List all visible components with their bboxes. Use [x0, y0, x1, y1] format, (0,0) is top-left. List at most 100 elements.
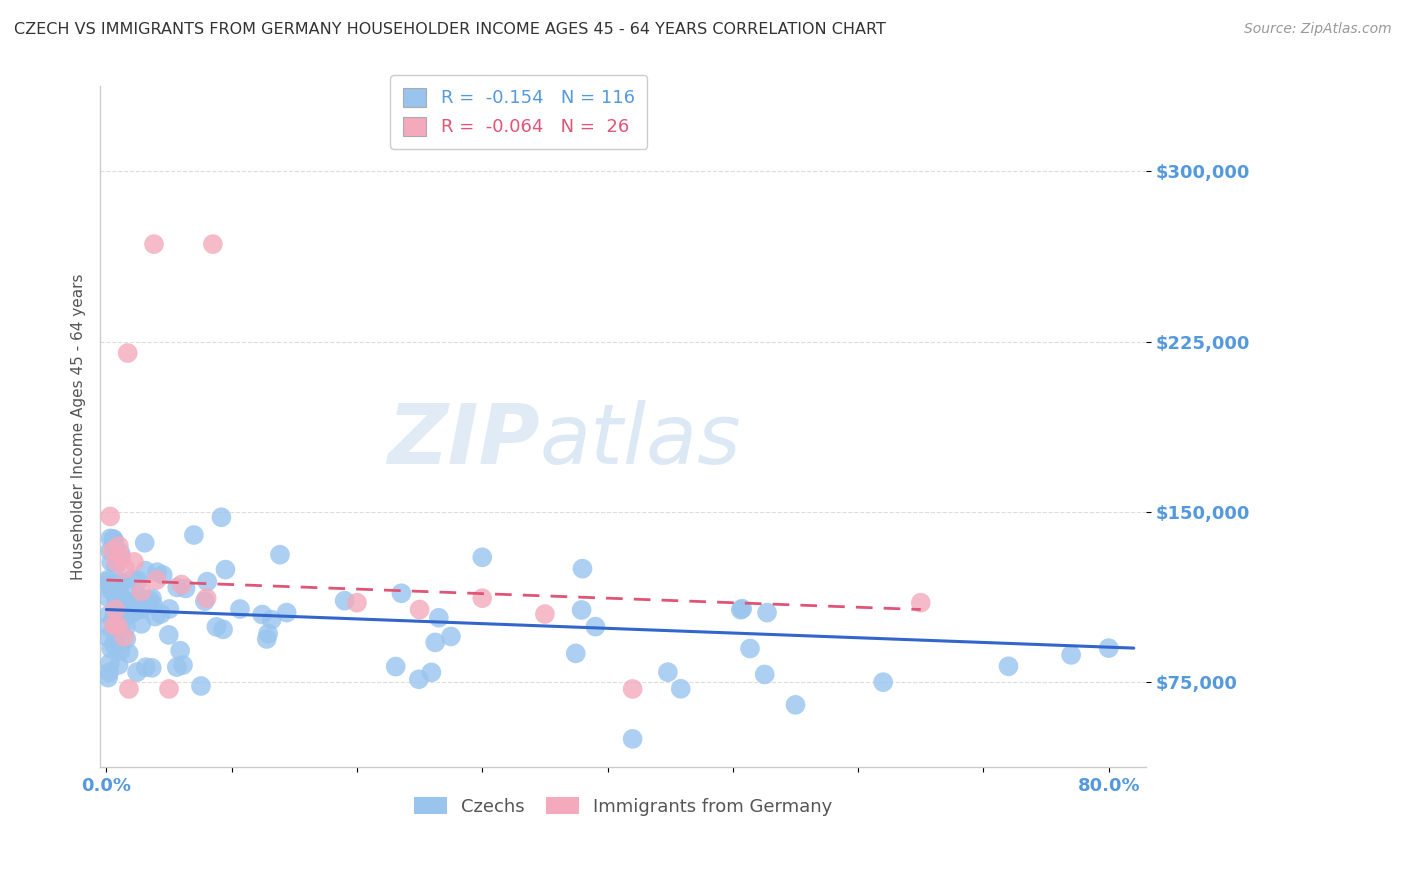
Point	[149, 607, 172, 621]
Point	[105, 543, 128, 558]
Point	[408, 602, 430, 616]
Point	[110, 546, 132, 560]
Point	[112, 630, 135, 644]
Point	[121, 607, 143, 621]
Point	[118, 595, 141, 609]
Point	[117, 646, 139, 660]
Point	[131, 616, 153, 631]
Point	[115, 632, 138, 646]
Point	[97, 607, 120, 622]
Point	[157, 681, 180, 696]
Point	[110, 596, 132, 610]
Point	[139, 593, 162, 607]
Point	[571, 562, 593, 576]
Point	[1060, 648, 1083, 662]
Point	[195, 591, 218, 606]
Point	[183, 528, 205, 542]
Point	[169, 643, 191, 657]
Point	[730, 603, 752, 617]
Point	[157, 628, 180, 642]
Point	[229, 602, 252, 616]
Point	[669, 681, 692, 696]
Point	[112, 593, 135, 607]
Text: Source: ZipAtlas.com: Source: ZipAtlas.com	[1244, 22, 1392, 37]
Point	[1098, 641, 1121, 656]
Point	[257, 626, 280, 640]
Point	[103, 533, 125, 548]
Point	[195, 574, 218, 589]
Point	[128, 591, 150, 605]
Point	[997, 659, 1019, 673]
Point	[127, 574, 149, 588]
Point	[565, 647, 588, 661]
Point	[108, 610, 131, 624]
Point	[97, 573, 120, 587]
Point	[471, 550, 494, 565]
Point	[118, 681, 141, 696]
Point	[98, 509, 121, 524]
Point	[170, 577, 193, 591]
Point	[100, 641, 122, 656]
Point	[440, 630, 463, 644]
Point	[174, 582, 197, 596]
Point	[621, 681, 644, 696]
Point	[657, 665, 679, 680]
Point	[105, 592, 128, 607]
Point	[534, 607, 557, 621]
Point	[98, 578, 121, 592]
Point	[108, 604, 131, 618]
Point	[756, 606, 779, 620]
Point	[143, 237, 166, 252]
Point	[209, 510, 232, 524]
Point	[214, 563, 236, 577]
Point	[105, 545, 128, 559]
Point	[143, 609, 166, 624]
Point	[166, 581, 188, 595]
Point	[738, 641, 761, 656]
Point	[145, 573, 167, 587]
Point	[103, 532, 125, 546]
Point	[110, 550, 132, 565]
Point	[427, 611, 450, 625]
Point	[408, 673, 430, 687]
Text: ZIP: ZIP	[387, 400, 540, 481]
Point	[141, 661, 163, 675]
Point	[252, 607, 274, 622]
Point	[141, 591, 163, 606]
Point	[124, 591, 146, 605]
Point	[260, 613, 283, 627]
Point	[104, 606, 127, 620]
Point	[269, 548, 291, 562]
Point	[105, 590, 128, 604]
Point	[115, 609, 138, 624]
Point	[152, 568, 174, 582]
Point	[621, 731, 644, 746]
Y-axis label: Householder Income Ages 45 - 64 years: Householder Income Ages 45 - 64 years	[72, 274, 86, 580]
Point	[104, 604, 127, 618]
Point	[97, 619, 120, 633]
Point	[157, 602, 180, 616]
Point	[107, 618, 129, 632]
Point	[420, 665, 443, 680]
Point	[201, 237, 224, 252]
Point	[98, 656, 121, 670]
Point	[98, 665, 121, 680]
Point	[110, 576, 132, 591]
Point	[872, 675, 894, 690]
Point	[571, 603, 593, 617]
Point	[98, 544, 121, 558]
Point	[134, 564, 156, 578]
Point	[190, 679, 212, 693]
Point	[104, 558, 127, 573]
Point	[115, 620, 138, 634]
Point	[172, 657, 194, 672]
Point	[110, 620, 132, 634]
Point	[146, 565, 169, 579]
Point	[276, 606, 298, 620]
Point	[104, 632, 127, 647]
Legend: Czechs, Immigrants from Germany: Czechs, Immigrants from Germany	[406, 790, 839, 823]
Point	[205, 620, 228, 634]
Point	[107, 602, 129, 616]
Point	[97, 574, 120, 589]
Point	[194, 594, 217, 608]
